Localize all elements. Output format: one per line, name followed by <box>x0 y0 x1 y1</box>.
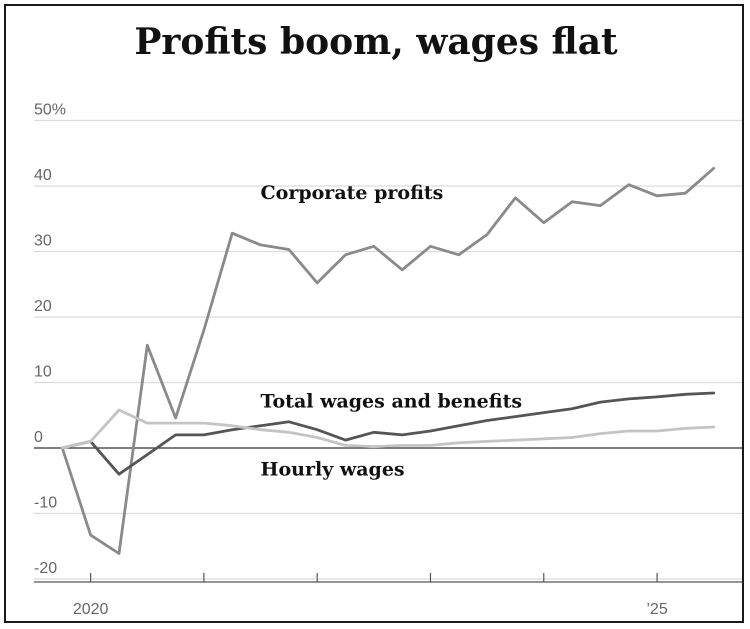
y-tick-label: 10 <box>34 364 52 381</box>
series-label-hourly-wages: Hourly wages <box>261 459 405 481</box>
grid-lines <box>34 119 742 580</box>
y-tick-label: 20 <box>34 298 52 315</box>
axes: -20 -10 0 10 20 30 40 50% 2020 ’25 <box>34 102 742 618</box>
series-lines <box>60 166 716 555</box>
x-tick-label: ’25 <box>646 601 667 618</box>
y-tick-label: 50% <box>34 102 66 119</box>
chart-svg: Profits boom, wages flat -20 -10 0 10 20 30 40… <box>34 21 742 618</box>
y-tick-label: 30 <box>34 233 52 250</box>
y-tick-label: -10 <box>34 495 57 512</box>
series-line-total-wages-and-benefits <box>60 391 716 476</box>
series-labels: Corporate profits Total wages and benefit… <box>261 182 523 480</box>
y-tick-label: 0 <box>34 429 43 446</box>
y-tick-label: 40 <box>34 167 52 184</box>
series-line-hourly-wages <box>60 408 716 450</box>
x-tick-label: 2020 <box>73 601 109 618</box>
chart-frame: Profits boom, wages flat -20 -10 0 10 20 30 40… <box>4 4 744 623</box>
series-label-total-wages-and-benefits: Total wages and benefits <box>261 390 523 412</box>
y-tick-label: -20 <box>34 560 57 577</box>
chart-title: Profits boom, wages flat <box>134 21 618 63</box>
series-line-corporate-profits <box>60 166 716 555</box>
series-label-corporate-profits: Corporate profits <box>261 182 444 204</box>
